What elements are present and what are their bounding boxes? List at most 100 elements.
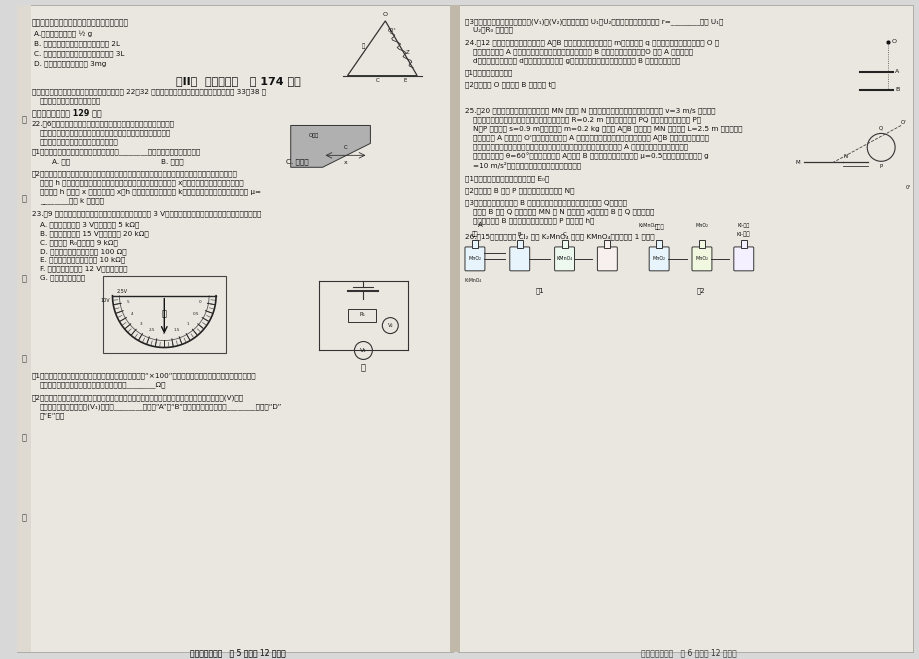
Bar	[655, 240, 662, 248]
Text: 0.5: 0.5	[193, 312, 199, 316]
Text: 图: 图	[21, 115, 27, 124]
Text: C: C	[344, 146, 347, 150]
Text: （2）为了准确测定待测电压表的内阻，小组同学根据上述器材设计了如图乙所示的测量电路，其中(V)为待: （2）为了准确测定待测电压表的内阻，小组同学根据上述器材设计了如图乙所示的测量电…	[32, 394, 244, 401]
Text: 放盐酸: 放盐酸	[653, 225, 664, 230]
Text: D. 甲与环间的最大弹力为 3mg: D. 甲与环间的最大弹力为 3mg	[34, 61, 106, 67]
Text: 由静止下落，从 A 板上的小孔进入两板间的匀強电场，到达 B 板时的速度恰好为零，O 点距 A 板的高度为: 由静止下落，从 A 板上的小孔进入两板间的匀強电场，到达 B 板时的速度恰好为零…	[472, 49, 692, 55]
Text: A: A	[894, 69, 899, 74]
Text: 【高三理科综合   第 5 页（共 12 页）】: 【高三理科综合 第 5 页（共 12 页）】	[190, 648, 286, 657]
FancyBboxPatch shape	[649, 247, 668, 271]
FancyBboxPatch shape	[691, 247, 711, 271]
Bar	[516, 240, 522, 248]
Text: 拍: 拍	[21, 194, 27, 204]
Text: 数。倒角可调节的斜面和水平面均由该种材料制成，且它们平滑连接: 数。倒角可调节的斜面和水平面均由该种材料制成，且它们平滑连接	[40, 129, 171, 136]
Text: 2.5: 2.5	[148, 328, 154, 332]
Text: R₁: R₁	[359, 312, 365, 317]
Text: G. 开关、导线若干。: G. 开关、导线若干。	[40, 275, 85, 281]
Text: O处止: O处止	[308, 133, 319, 138]
Text: （2）调节斜面的倒角，正并块能滑斜面加速下滑并最终静止在水平面上。测出滑块由静止释放时距水平面: （2）调节斜面的倒角，正并块能滑斜面加速下滑并最终静止在水平面上。测出滑块由静止…	[32, 170, 237, 177]
Bar	[102, 276, 226, 353]
Bar	[458, 5, 912, 652]
Text: 【高三理科综合   第 5 页（共 12 页）】: 【高三理科综合 第 5 页（共 12 页）】	[190, 648, 286, 657]
Bar	[449, 5, 460, 652]
Text: B. 电压表：量程为 15 V，内阻约为 20 kΩ；: B. 电压表：量程为 15 V，内阻约为 20 kΩ；	[40, 230, 148, 237]
Text: （一）必考题：共 129 分。: （一）必考题：共 129 分。	[32, 109, 101, 117]
Text: 为选考题，考生根据要求作答。: 为选考题，考生根据要求作答。	[40, 98, 101, 104]
Text: 1: 1	[187, 322, 189, 326]
Text: ________（用 k 表示）。: ________（用 k 表示）。	[40, 197, 104, 204]
FancyBboxPatch shape	[554, 247, 573, 271]
Text: 图2: 图2	[696, 288, 705, 295]
Text: K₂MnO₄: K₂MnO₄	[464, 278, 482, 283]
Text: 测电阻的电压表，电压表(V₁)应选用________（选填“A”或“B”），滑动变阻器应选用________（选填“D”: 测电阻的电压表，电压表(V₁)应选用________（选填“A”或“B”），滑动…	[40, 403, 282, 410]
Bar	[348, 308, 376, 322]
FancyBboxPatch shape	[509, 247, 529, 271]
Text: d，两板间的距离也为 d，重力加速度大小为 g，不计空气阻力，不考虑小球到达 B 板后的运动，求：: d，两板间的距离也为 d，重力加速度大小为 g，不计空气阻力，不考虑小球到达 B…	[472, 58, 679, 65]
Text: D. 滑动变阻器：最大阻値为 100 Ω；: D. 滑动变阻器：最大阻値为 100 Ω；	[40, 248, 126, 254]
Text: 长: 长	[21, 354, 27, 363]
Text: 26.（15分）实验室用 Cl₂ 氧化 K₂MnO₄ 来制备 KMnO₄，装置如图 1 所示：: 26.（15分）实验室用 Cl₂ 氧化 K₂MnO₄ 来制备 KMnO₄，装置如…	[464, 233, 654, 240]
Text: 3: 3	[139, 322, 142, 326]
Bar	[561, 240, 567, 248]
Text: 率顺时针转动，传送带与固定在竖直平面内、半径 R=0.2 m 的光滑平圆轨道 PQ 相切于传送带的右端 P，: 率顺时针转动，传送带与固定在竖直平面内、半径 R=0.2 m 的光滑平圆轨道 P…	[472, 117, 700, 123]
Text: 23.（9 分）某物理实验小组欲准确测定某电压表（量程为 3 V）的内阻，除待测电压表外，可供选用的器材有：: 23.（9 分）某物理实验小组欲准确测定某电压表（量程为 3 V）的内阻，除待测…	[32, 210, 261, 217]
Text: 或“E”）。: 或“E”）。	[40, 413, 65, 419]
Text: KI-淠粉: KI-淠粉	[737, 223, 749, 228]
Text: A: A	[477, 222, 482, 228]
Text: 乙: 乙	[360, 363, 366, 372]
Text: x: x	[344, 160, 347, 165]
Text: （1）求断开弹簧前弹簧的弹性势能 E₀；: （1）求断开弹簧前弹簧的弹性势能 E₀；	[464, 175, 549, 182]
FancyBboxPatch shape	[464, 247, 484, 271]
Text: 得到多组 h 与对应 x 的数据，作出 x－h 图像，若图线的斜率为 k，则滑块与该材料间的动摩擦因数 μ=: 得到多组 h 与对应 x 的数据，作出 x－h 图像，若图线的斜率为 k，则滑块…	[40, 188, 261, 195]
Text: N，P 间的距离 s=0.9 m，质量均为 m=0.2 kg 的滑块 A，B 置于轨道 MN 上，长度 L=2.5 m 的轻绳一端: N，P 间的距离 s=0.9 m，质量均为 m=0.2 kg 的滑块 A，B 置…	[472, 125, 742, 132]
Text: 5: 5	[127, 300, 130, 304]
Text: 25.（20 分）如图所示，光滑水平轨道 MN 的右端 N 与水平传送带平滑连接，传送带以大小 v=3 m/s 的恒定速: 25.（20 分）如图所示，光滑水平轨道 MN 的右端 N 与水平传送带平滑连接…	[464, 107, 715, 114]
Text: K₂MnO₄: K₂MnO₄	[638, 223, 655, 228]
Text: O': O'	[900, 120, 906, 125]
Text: 60°: 60°	[387, 28, 396, 33]
Text: 0°: 0°	[904, 185, 910, 190]
Text: V₁: V₁	[359, 348, 367, 353]
Text: A.甲的最大加速度为 ½ g: A.甲的最大加速度为 ½ g	[34, 30, 92, 37]
Polygon shape	[290, 125, 370, 167]
Text: C. 定値电阻 R₀：阻値为 9 kΩ；: C. 定値电阻 R₀：阻値为 9 kΩ；	[40, 239, 118, 246]
Text: B: B	[894, 87, 899, 92]
Text: Q: Q	[878, 125, 882, 130]
Text: 【高三理科综合   第 6 页（共 12 页）】: 【高三理科综合 第 6 页（共 12 页）】	[641, 648, 736, 657]
Text: 的高度 h 以及释放时滑块在水平面上的投影点与静止点间的水平距离 x，改变释放的位置，多次实验，: 的高度 h 以及释放时滑块在水平面上的投影点与静止点间的水平距离 x，改变释放的…	[40, 179, 244, 186]
Text: KI-淠粉: KI-淠粉	[736, 231, 750, 237]
Text: B: B	[517, 232, 521, 237]
Text: （1）先用多用电表粗测待测电压表的内阻，若选择欧姆挡“×100”挡率，在操作无误的情况下，多用电表的表: （1）先用多用电表粗测待测电压表的内阻，若选择欧姆挡“×100”挡率，在操作无误…	[32, 372, 256, 379]
Text: =10 m/s²，两滑块均视为质点，不计空气阻力。: =10 m/s²，两滑块均视为质点，不计空气阻力。	[472, 161, 581, 169]
Text: （不计滑块经过连接处的机械能损失）。: （不计滑块经过连接处的机械能损失）。	[40, 138, 119, 145]
Text: 在两环沿直杆下滑的过程中，下列说法正确的是: 在两环沿直杆下滑的过程中，下列说法正确的是	[32, 18, 129, 27]
Text: 严: 严	[21, 513, 27, 523]
Text: 不能，求滑块 B 沿半圆轨道运动的最高点 P 点的高度 h。: 不能，求滑块 B 沿半圆轨道运动的最高点 P 点的高度 h。	[472, 217, 594, 223]
Text: E. 滑动变阻器：最大阻値为 10 kΩ；: E. 滑动变阻器：最大阻値为 10 kΩ；	[40, 257, 125, 264]
Text: MnO₂: MnO₂	[468, 256, 481, 262]
Text: M: M	[795, 159, 800, 165]
Text: （3）请通过计算判断滑块 B 能否沿平圆轨道运动到圆轨道的最高点 Q，若能，: （3）请通过计算判断滑块 B 能否沿平圆轨道运动到圆轨道的最高点 Q，若能，	[464, 199, 626, 206]
FancyBboxPatch shape	[596, 247, 617, 271]
Text: 固定在滑块 A 正上方的 O'点，另一端与滑块 A 相连，且轻绳处于绷直竖直状态，滑块 A，B 用细绳相连，其间夹: 固定在滑块 A 正上方的 O'点，另一端与滑块 A 相连，且轻绳处于绷直竖直状态…	[472, 134, 709, 141]
Text: 求滑块 B 离开 Q 点后落点与 MN 的 N 点的距离 x；若滑块 B 到 Q 点后运动若: 求滑块 B 离开 Q 点后落点与 MN 的 N 点的距离 x；若滑块 B 到 Q…	[472, 208, 653, 215]
Text: （1）两板间的电场力；: （1）两板间的电场力；	[464, 70, 513, 76]
Bar	[471, 240, 477, 248]
Text: U₂，R₀ 表示）。: U₂，R₀ 表示）。	[472, 27, 513, 34]
Text: （3）该同学进行一次测量，得到(V₁)与(V₂)的示数分别为 U₁，U₂，则读待测电压表的内阻 r=________（用 U₁，: （3）该同学进行一次测量，得到(V₁)与(V₂)的示数分别为 U₁，U₂，则读待…	[464, 18, 722, 24]
Text: C: C	[562, 232, 566, 237]
Text: （1）为完成实验，下列测量工函中必需的是________。（填所选器材前的字母）: （1）为完成实验，下列测量工函中必需的是________。（填所选器材前的字母）	[32, 148, 201, 155]
Text: B. 刺度尺: B. 刺度尺	[161, 158, 184, 165]
Text: 4: 4	[131, 312, 133, 316]
Bar	[17, 5, 452, 652]
Text: MnO₂: MnO₂	[652, 256, 665, 262]
Text: C. 量角器: C. 量角器	[286, 158, 308, 165]
Text: F. 电源：电动势约为 12 V，内阻不计；: F. 电源：电动势约为 12 V，内阻不计；	[40, 266, 127, 272]
Text: 1.5: 1.5	[174, 328, 180, 332]
Text: 图1: 图1	[535, 288, 543, 295]
Text: 有一被压缩的轻弹簧，系统处于静止状态。突然断开两滑块间的细绳，当滑块 A 向左运动到最高点时，轻绳与: 有一被压缩的轻弹簧，系统处于静止状态。突然断开两滑块间的细绳，当滑块 A 向左运…	[472, 144, 687, 150]
Text: Z: Z	[405, 50, 409, 55]
Text: N: N	[843, 154, 846, 159]
Bar	[740, 240, 746, 248]
Text: O: O	[382, 12, 388, 17]
